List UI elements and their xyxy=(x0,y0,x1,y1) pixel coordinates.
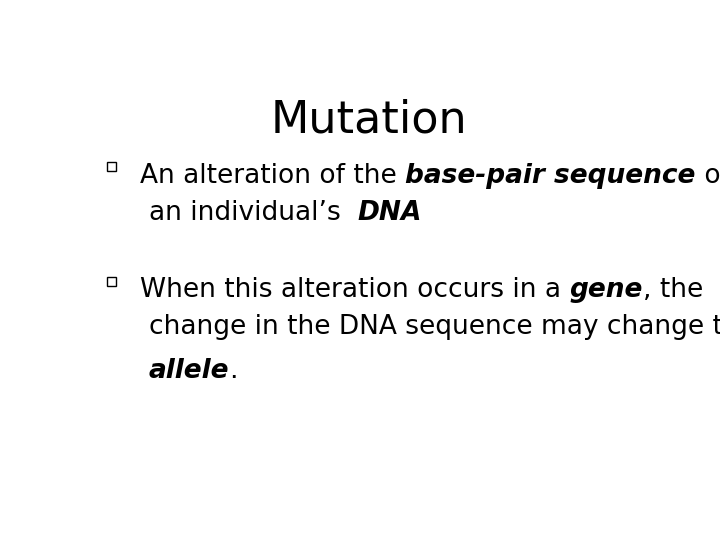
Text: When this alteration occurs in a: When this alteration occurs in a xyxy=(140,277,570,303)
Bar xyxy=(107,163,116,172)
Text: Mutation: Mutation xyxy=(271,98,467,141)
Text: gene: gene xyxy=(570,277,643,303)
Text: of: of xyxy=(696,163,720,188)
Text: an individual’s: an individual’s xyxy=(148,200,357,226)
Text: change in the DNA sequence may change the: change in the DNA sequence may change th… xyxy=(148,314,720,340)
Text: DNA: DNA xyxy=(357,200,421,226)
Text: .: . xyxy=(229,358,238,384)
Text: , the: , the xyxy=(643,277,703,303)
Text: base-pair sequence: base-pair sequence xyxy=(405,163,696,188)
Bar xyxy=(107,276,116,286)
Text: An alteration of the: An alteration of the xyxy=(140,163,405,188)
Text: allele: allele xyxy=(148,358,229,384)
